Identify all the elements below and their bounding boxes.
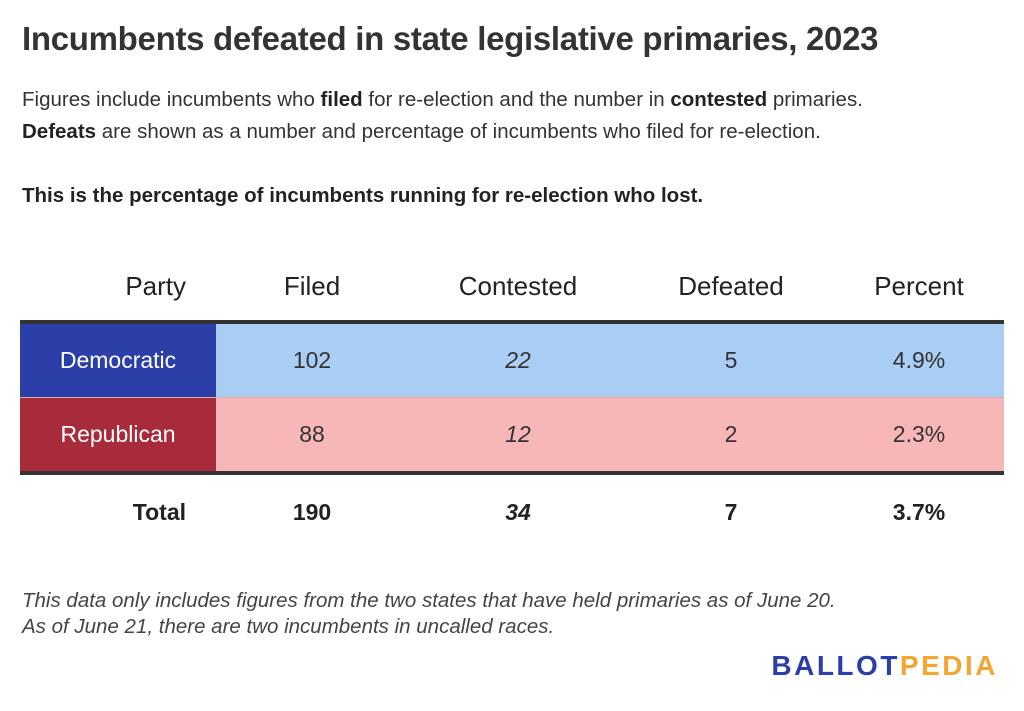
column-header-filed: Filed	[216, 252, 408, 324]
total-contested-cell: 34	[505, 498, 531, 525]
logo-text-pedia: PEDIA	[899, 650, 998, 681]
column-header-defeated: Defeated	[628, 252, 834, 324]
filed-cell: 102	[216, 322, 408, 398]
description-line-1: Figures include incumbents who filed for…	[22, 84, 863, 116]
chart-description: Figures include incumbents who filed for…	[22, 84, 863, 148]
contested-cell: 22	[408, 322, 628, 398]
column-header-contested: Contested	[408, 252, 628, 324]
percent-cell: 4.9%	[834, 322, 1004, 398]
defeated-cell: 5	[628, 322, 834, 398]
table-row-democratic: Democratic 102 22 5 4.9%	[20, 322, 1004, 398]
table-header-row: Party Filed Contested Defeated Percent	[20, 252, 1004, 324]
contested-cell: 12	[408, 397, 628, 475]
table-row-total: Total 190 34 7 3.7%	[20, 473, 1004, 549]
defeated-cell: 2	[628, 397, 834, 475]
total-label-cell: Total	[132, 498, 186, 525]
party-cell-republican: Republican	[20, 397, 216, 475]
description-emphasis-filed: filed	[320, 88, 363, 111]
table-row-republican: Republican 88 12 2 2.3%	[20, 397, 1004, 475]
filed-cell: 88	[216, 397, 408, 475]
column-header-percent: Percent	[834, 252, 1004, 324]
total-defeated-cell: 7	[724, 498, 738, 525]
description-emphasis-defeats: Defeats	[22, 120, 97, 143]
footnote-line-1: This data only includes figures from the…	[22, 589, 836, 612]
description-text: primaries.	[767, 88, 863, 111]
chart-subtitle: This is the percentage of incumbents run…	[22, 184, 704, 207]
party-cell-democratic: Democratic	[20, 322, 216, 398]
description-text: for re-election and the number in	[362, 88, 671, 111]
description-text: Figures include incumbents who	[22, 88, 321, 111]
results-table: Party Filed Contested Defeated Percent D…	[20, 252, 1004, 549]
column-header-party: Party	[20, 252, 216, 324]
footnote-line-2: As of June 21, there are two incumbents …	[22, 615, 555, 638]
footnote: This data only includes figures from the…	[22, 588, 836, 640]
percent-cell: 2.3%	[834, 397, 1004, 475]
chart-title: Incumbents defeated in state legislative…	[22, 20, 879, 57]
total-percent-cell: 3.7%	[892, 498, 946, 525]
description-line-2: Defeats are shown as a number and percen…	[22, 116, 863, 148]
total-filed-cell: 190	[292, 498, 332, 525]
ballotpedia-logo: BALLOTPEDIA	[771, 650, 998, 682]
description-emphasis-contested: contested	[670, 88, 768, 111]
logo-text-ballot: BALLOT	[771, 650, 900, 681]
description-text: are shown as a number and percentage of …	[96, 120, 821, 143]
